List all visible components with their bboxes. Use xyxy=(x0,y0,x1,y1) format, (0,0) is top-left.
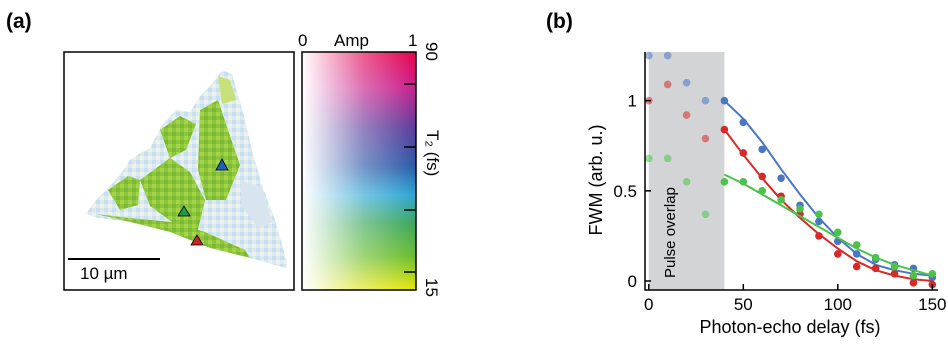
colorbar xyxy=(302,52,416,290)
colorbar-t2-bottom: 15 xyxy=(422,278,441,297)
y-tick-label: 1 xyxy=(628,92,637,111)
data-point xyxy=(777,174,785,182)
x-tick-label: 100 xyxy=(824,295,852,314)
colorbar-amp-min: 0 xyxy=(298,31,307,50)
data-point xyxy=(891,263,899,271)
data-point xyxy=(645,52,653,60)
data-point xyxy=(739,119,747,127)
data-point xyxy=(702,135,710,143)
data-point xyxy=(758,173,766,181)
data-point xyxy=(872,265,880,273)
data-point xyxy=(853,250,861,258)
data-point xyxy=(683,111,691,119)
data-point xyxy=(872,254,880,262)
data-point xyxy=(664,52,672,60)
data-point xyxy=(815,210,823,218)
pulse-overlap-region xyxy=(649,52,725,290)
data-point xyxy=(739,178,747,186)
data-point xyxy=(910,272,918,280)
data-point xyxy=(702,210,710,218)
pulse-overlap-label: Pulse overlap xyxy=(662,187,679,278)
data-point xyxy=(758,187,766,195)
data-point xyxy=(721,126,729,134)
data-point xyxy=(664,155,672,163)
data-point xyxy=(758,146,766,154)
data-point xyxy=(777,196,785,204)
data-point xyxy=(910,279,918,287)
x-tick-label: 50 xyxy=(734,295,753,314)
data-point xyxy=(739,149,747,157)
data-point xyxy=(721,97,729,105)
data-point xyxy=(853,263,861,271)
y-tick-label: 0 xyxy=(628,272,637,291)
data-point xyxy=(834,250,842,258)
colorbar-amp-max: 1 xyxy=(408,31,417,50)
data-point xyxy=(834,229,842,237)
panel-b-label: (b) xyxy=(546,10,573,33)
colorbar-amp-title: Amp xyxy=(334,31,369,50)
data-point xyxy=(664,81,672,89)
data-point xyxy=(721,178,729,186)
fit-line-0 xyxy=(724,101,932,276)
fwm-plot: Pulse overlap 0 50 100 150 0 0.5 1 xyxy=(613,52,946,314)
colorbar-t2-title: T₂ (fs) xyxy=(423,130,442,176)
data-point xyxy=(815,232,823,240)
panel-a-label: (a) xyxy=(6,10,32,33)
data-point xyxy=(796,205,804,213)
x-axis-label: Photon-echo delay (fs) xyxy=(699,317,880,337)
data-point xyxy=(702,97,710,105)
data-point xyxy=(683,79,691,87)
data-point xyxy=(891,270,899,278)
colorbar-t2-top: 90 xyxy=(422,42,441,61)
y-tick-label: 0.5 xyxy=(613,182,637,201)
data-point xyxy=(853,241,861,249)
data-point xyxy=(815,218,823,226)
x-tick-label: 0 xyxy=(644,295,653,314)
fit-line-2 xyxy=(724,175,932,276)
data-point xyxy=(929,270,937,278)
fit-line-1 xyxy=(724,130,932,282)
data-point xyxy=(645,155,653,163)
x-tick-label: 150 xyxy=(918,295,946,314)
y-axis-label: FWM (arb. u.) xyxy=(586,125,606,236)
scale-bar-label: 10 µm xyxy=(80,264,128,283)
data-point xyxy=(683,178,691,186)
